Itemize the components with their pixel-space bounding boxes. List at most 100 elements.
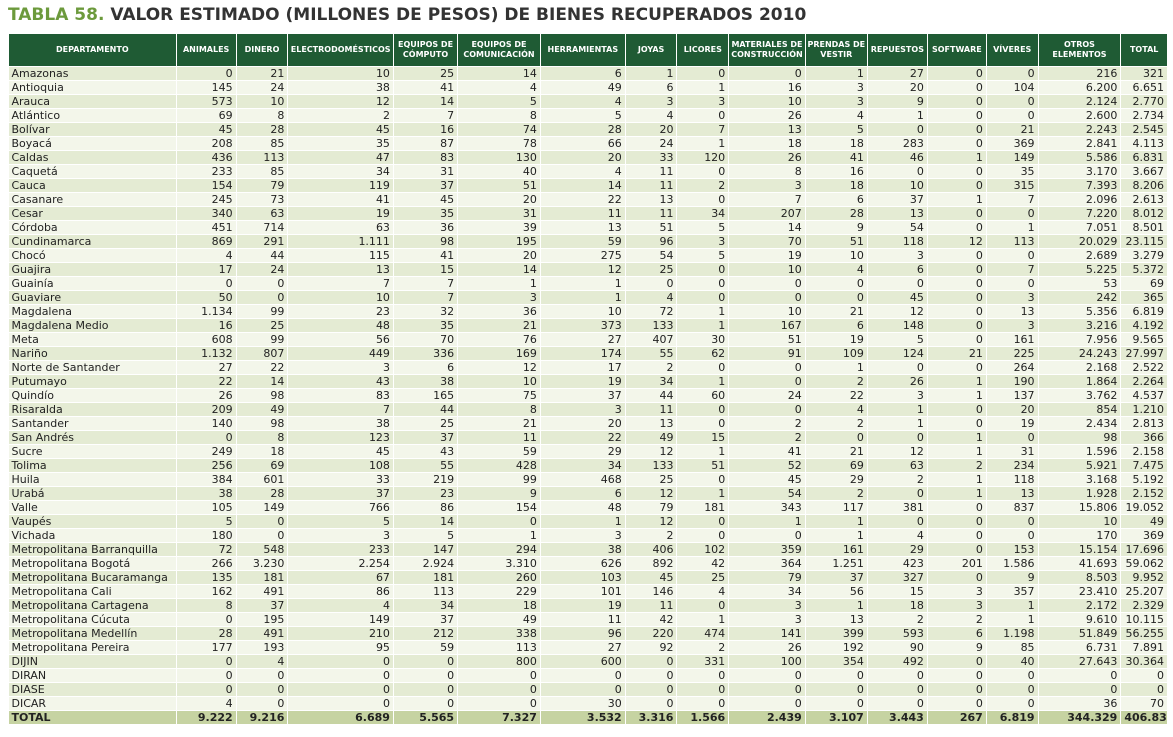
value-cell: 2 xyxy=(676,640,730,655)
value-cell: 0 xyxy=(986,248,1039,263)
table-row: Metropolitana Medellín 28 491 210 212 338 96 22… xyxy=(8,626,1168,641)
value-cell: 3.168 xyxy=(1038,472,1122,487)
value-cell: 16 xyxy=(393,122,459,137)
department-cell: Vichada xyxy=(8,528,177,543)
value-cell: 9 xyxy=(927,640,987,655)
column-header: EQUIPOS DE COMUNICACIÓN xyxy=(457,33,541,67)
value-cell: 492 xyxy=(867,654,928,669)
value-cell: 48 xyxy=(287,318,394,333)
value-cell: 0 xyxy=(540,668,626,683)
value-cell: 9 xyxy=(986,570,1039,585)
value-cell: 79 xyxy=(728,570,806,585)
value-cell: 7.475 xyxy=(1120,458,1168,473)
value-cell: 69 xyxy=(176,108,237,123)
value-cell: 22 xyxy=(540,430,626,445)
value-cell: 1.864 xyxy=(1038,374,1122,389)
value-cell: 0 xyxy=(805,430,868,445)
table-row: Magdalena Medio 16 25 48 35 21 373 133 1 167 6 148 0… xyxy=(8,318,1168,333)
value-cell: 0 xyxy=(986,66,1039,81)
value-cell: 96 xyxy=(625,234,678,249)
value-cell: 0 xyxy=(176,276,237,291)
value-cell: 229 xyxy=(457,584,541,599)
value-cell: 0 xyxy=(927,500,987,515)
value-cell: 4 xyxy=(805,108,868,123)
value-cell: 2.770 xyxy=(1120,94,1168,109)
table-row: Tolima 256 69 108 55 428 34 133 51 52 69 63 2 234 5.92… xyxy=(8,458,1168,473)
value-cell: 1 xyxy=(927,444,987,459)
value-cell: 70 xyxy=(1120,696,1168,711)
value-cell: 133 xyxy=(625,318,678,333)
value-cell: 0 xyxy=(927,668,987,683)
value-cell: 12 xyxy=(540,262,626,277)
department-cell: Sucre xyxy=(8,444,177,459)
value-cell: 0 xyxy=(728,528,806,543)
value-cell: 8 xyxy=(457,402,541,417)
value-cell: 331 xyxy=(676,654,730,669)
column-header: MATERIALES DE CONSTRUCCIÓN xyxy=(728,33,806,67)
value-cell: 18 xyxy=(805,178,868,193)
value-cell: 6 xyxy=(393,360,459,375)
value-cell: 451 xyxy=(176,220,237,235)
value-cell: 2.124 xyxy=(1038,94,1122,109)
value-cell: 0 xyxy=(867,514,928,529)
value-cell: 209 xyxy=(176,402,237,417)
value-cell: 15 xyxy=(393,262,459,277)
value-cell: 1 xyxy=(805,598,868,613)
value-cell: 0 xyxy=(867,276,928,291)
value-cell: 10 xyxy=(805,248,868,263)
value-cell: 59 xyxy=(393,640,459,655)
value-cell: 343 xyxy=(728,500,806,515)
value-cell: 3.310 xyxy=(457,556,541,571)
value-cell: 0 xyxy=(927,570,987,585)
table-row: Atlántico 69 8 2 7 8 5 4 0 26 4 1 0 0 2.600 2.734 xyxy=(8,108,1168,123)
value-cell: 19 xyxy=(287,206,394,221)
total-cell: 5.565 xyxy=(393,710,459,725)
value-cell: 51 xyxy=(805,234,868,249)
value-cell: 108 xyxy=(287,458,394,473)
value-cell: 0 xyxy=(927,220,987,235)
value-cell: 193 xyxy=(236,640,289,655)
table-row: Metropolitana Pereira 177 193 95 59 113 27 92 2 2… xyxy=(8,640,1168,655)
value-cell: 45 xyxy=(287,122,394,137)
value-cell: 72 xyxy=(176,542,237,557)
value-cell: 13 xyxy=(287,262,394,277)
value-cell: 109 xyxy=(805,346,868,361)
value-cell: 28 xyxy=(236,486,289,501)
value-cell: 23.115 xyxy=(1120,234,1168,249)
department-cell: Chocó xyxy=(8,248,177,263)
value-cell: 26 xyxy=(176,388,237,403)
value-cell: 869 xyxy=(176,234,237,249)
value-cell: 0 xyxy=(927,318,987,333)
value-cell: 120 xyxy=(676,150,730,165)
table-row: Metropolitana Cali 162 491 86 113 229 101 146 4 3… xyxy=(8,584,1168,599)
value-cell: 36 xyxy=(1038,696,1122,711)
value-cell: 1 xyxy=(927,150,987,165)
value-cell: 135 xyxy=(176,570,237,585)
column-header: VÍVERES xyxy=(985,33,1039,67)
value-cell: 11 xyxy=(625,164,678,179)
value-cell: 0 xyxy=(927,682,987,697)
value-cell: 7.956 xyxy=(1038,332,1122,347)
table-row: Caldas 436 113 47 83 130 20 33 120 26 41 46 1 149 5.58… xyxy=(8,150,1168,165)
value-cell: 0 xyxy=(457,696,541,711)
value-cell: 0 xyxy=(236,682,289,697)
value-cell: 1 xyxy=(986,612,1039,627)
value-cell: 0 xyxy=(457,514,541,529)
value-cell: 0 xyxy=(236,514,289,529)
value-cell: 26 xyxy=(728,640,806,655)
value-cell: 7 xyxy=(287,276,394,291)
value-cell: 21 xyxy=(236,66,289,81)
value-cell: 25 xyxy=(393,416,459,431)
department-cell: Magdalena xyxy=(8,304,177,319)
value-cell: 0 xyxy=(927,164,987,179)
department-cell: Cesar xyxy=(8,206,177,221)
value-cell: 14 xyxy=(728,220,806,235)
value-cell: 54 xyxy=(728,486,806,501)
total-cell: 7.327 xyxy=(457,710,541,725)
value-cell: 5.372 xyxy=(1120,262,1168,277)
value-cell: 25 xyxy=(393,66,459,81)
value-cell: 17 xyxy=(176,262,237,277)
value-cell: 7 xyxy=(676,122,730,137)
value-cell: 6 xyxy=(927,626,987,641)
value-cell: 92 xyxy=(625,640,678,655)
